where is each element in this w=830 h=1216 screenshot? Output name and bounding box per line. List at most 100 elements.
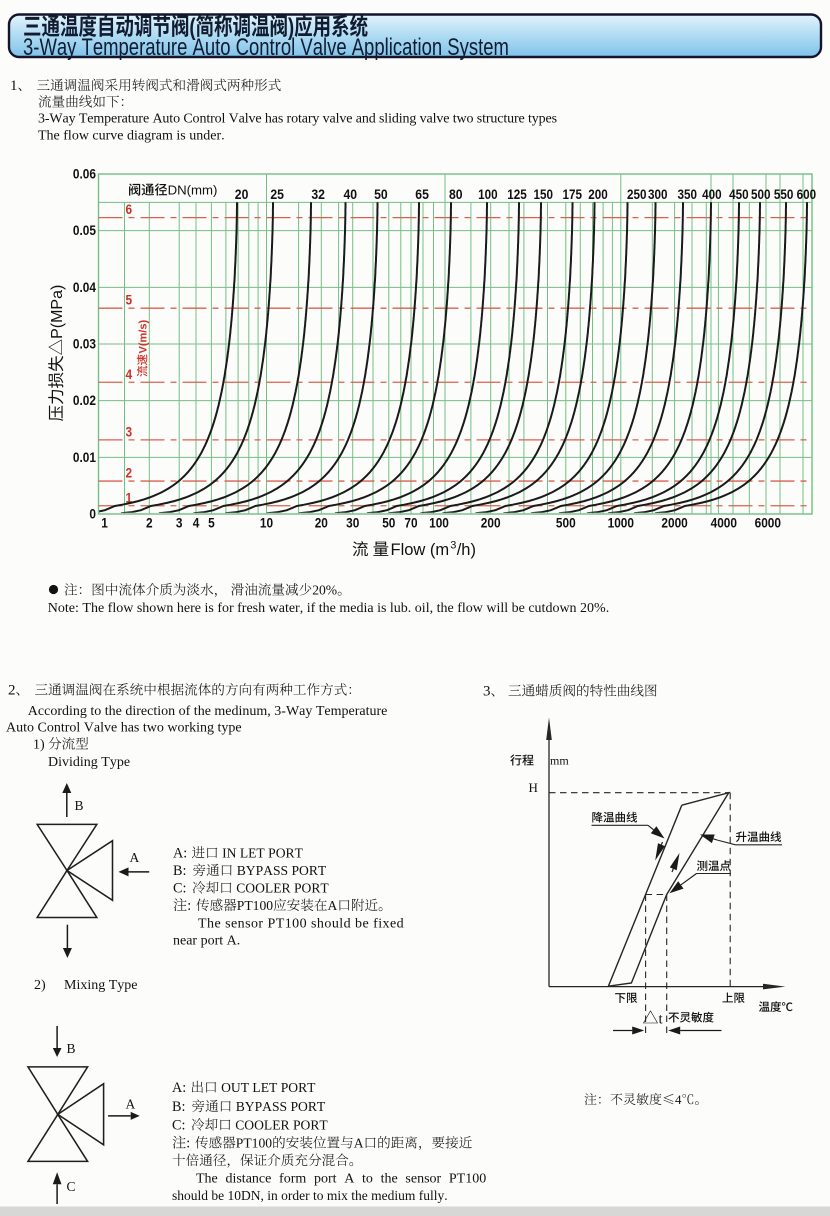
svg-text:400: 400 (702, 187, 722, 202)
svg-text:200: 200 (588, 187, 608, 202)
svg-text:50: 50 (382, 516, 395, 531)
svg-text:1): 1) (33, 738, 48, 753)
svg-text:150: 150 (534, 187, 554, 202)
svg-text:250: 250 (627, 187, 647, 202)
svg-text:3-Way Temperature Auto Control: 3-Way Temperature Auto Control Valve has… (38, 112, 557, 127)
svg-text:1000: 1000 (608, 516, 634, 531)
svg-text:mm: mm (550, 754, 569, 768)
svg-text:A: A (126, 1097, 136, 1112)
svg-text:The sensor PT100 should be fix: The sensor PT100 should be fixed (198, 917, 404, 932)
svg-text:A: A (354, 1136, 364, 1151)
svg-text:65: 65 (415, 187, 429, 202)
svg-text:2: 2 (126, 466, 133, 481)
svg-text:t: t (659, 1012, 664, 1028)
svg-text:0: 0 (89, 507, 96, 522)
svg-text:B:: B: (173, 863, 190, 879)
svg-text:450: 450 (729, 187, 749, 202)
svg-text:500: 500 (556, 516, 576, 531)
svg-text:1: 1 (10, 78, 18, 94)
svg-text:25: 25 (270, 187, 284, 202)
svg-text:0.06: 0.06 (73, 167, 96, 182)
svg-text:20: 20 (235, 187, 249, 202)
svg-text:32: 32 (311, 187, 325, 202)
svg-text:50: 50 (374, 187, 388, 202)
svg-text:350: 350 (678, 187, 698, 202)
svg-text:2: 2 (8, 683, 16, 699)
svg-text:): ) (288, 14, 294, 41)
svg-text:550: 550 (774, 187, 794, 202)
svg-text:IN LET PORT: IN LET PORT (219, 846, 304, 861)
svg-text:2: 2 (146, 516, 153, 531)
svg-text:C: C (67, 1179, 76, 1194)
svg-text:DN(mm): DN(mm) (168, 183, 218, 198)
svg-text:2): 2) (34, 978, 49, 993)
svg-text:4: 4 (675, 1092, 682, 1107)
svg-text:C:: C: (172, 1118, 189, 1134)
svg-text:COOLER PORT: COOLER PORT (232, 1118, 329, 1133)
svg-text:100: 100 (429, 516, 449, 531)
svg-text:/h): /h) (457, 541, 476, 559)
svg-text:125: 125 (507, 187, 527, 202)
svg-text:C:: C: (173, 881, 190, 897)
svg-text:5: 5 (126, 293, 133, 308)
svg-text:PT100: PT100 (237, 898, 273, 913)
svg-text:4: 4 (126, 367, 133, 382)
svg-text:40: 40 (344, 187, 358, 202)
svg-text:P(MPa): P(MPa) (49, 285, 66, 339)
svg-text:0.05: 0.05 (73, 223, 97, 238)
svg-text:0.04: 0.04 (73, 280, 97, 295)
svg-text:COOLER PORT: COOLER PORT (233, 881, 330, 896)
svg-text:Note: The flow shown here is f: Note: The flow shown here is for fresh w… (48, 601, 609, 616)
svg-text:B:: B: (172, 1099, 189, 1115)
svg-text:BYPASS PORT: BYPASS PORT (232, 1099, 326, 1114)
svg-text:4: 4 (193, 516, 200, 531)
svg-text:10: 10 (260, 516, 273, 531)
svg-text:0.03: 0.03 (73, 337, 96, 352)
svg-text:20: 20 (315, 516, 328, 531)
svg-text:The distance form port A to th: The distance form port A to the sensor P… (196, 1172, 486, 1187)
svg-text:H: H (529, 780, 538, 795)
svg-text:3: 3 (126, 424, 133, 439)
svg-text::: : (186, 1136, 194, 1152)
svg-text:200: 200 (481, 516, 501, 531)
svg-text:1: 1 (126, 490, 133, 505)
svg-text:A: A (130, 850, 140, 865)
svg-text:OUT LET PORT: OUT LET PORT (218, 1080, 316, 1095)
svg-text:(: ( (189, 14, 196, 41)
svg-text:100: 100 (478, 187, 498, 202)
svg-text:300: 300 (648, 187, 668, 202)
svg-text:70: 70 (404, 516, 417, 531)
svg-text:3: 3 (483, 684, 491, 700)
svg-text:80: 80 (449, 187, 463, 202)
svg-text:A: A (328, 898, 338, 913)
svg-text:4000: 4000 (711, 516, 737, 531)
svg-text:20%: 20% (312, 583, 337, 598)
svg-text:30: 30 (346, 516, 359, 531)
svg-text:The flow curve diagram is unde: The flow curve diagram is under. (38, 129, 225, 144)
svg-text:Mixing Type: Mixing Type (64, 978, 138, 993)
svg-text:B: B (67, 1041, 76, 1056)
svg-text:Flow (m: Flow (m (391, 541, 450, 559)
svg-text:3-Way Temperature Auto Control: 3-Way Temperature Auto Control Valve App… (23, 34, 509, 61)
svg-text::: : (187, 898, 195, 914)
svg-text:A:: A: (173, 846, 191, 862)
svg-text:Auto Control Valve has two wor: Auto Control Valve has two working type (6, 721, 242, 736)
svg-text:A:: A: (172, 1080, 190, 1096)
svg-text:175: 175 (563, 187, 583, 202)
svg-text:BYPASS PORT: BYPASS PORT (233, 863, 327, 878)
svg-text:500: 500 (751, 187, 771, 202)
svg-text:According to the direction of: According to the direction of the medinu… (28, 704, 388, 719)
svg-text:Dividing Type: Dividing Type (48, 755, 130, 770)
svg-text:V(m/s): V(m/s) (138, 320, 150, 354)
svg-text:6000: 6000 (755, 516, 781, 531)
svg-text:0.02: 0.02 (73, 393, 96, 408)
svg-text:3: 3 (450, 540, 456, 552)
svg-text:600: 600 (797, 187, 817, 202)
svg-text:0.01: 0.01 (73, 450, 97, 465)
svg-text:near port A.: near port A. (173, 934, 240, 949)
svg-text:5: 5 (208, 516, 215, 531)
svg-text:2000: 2000 (661, 516, 687, 531)
svg-text:1: 1 (101, 516, 108, 531)
svg-text:should be 10DN, in order to mi: should be 10DN, in order to mix the medi… (172, 1188, 448, 1203)
svg-text:3: 3 (176, 516, 183, 531)
